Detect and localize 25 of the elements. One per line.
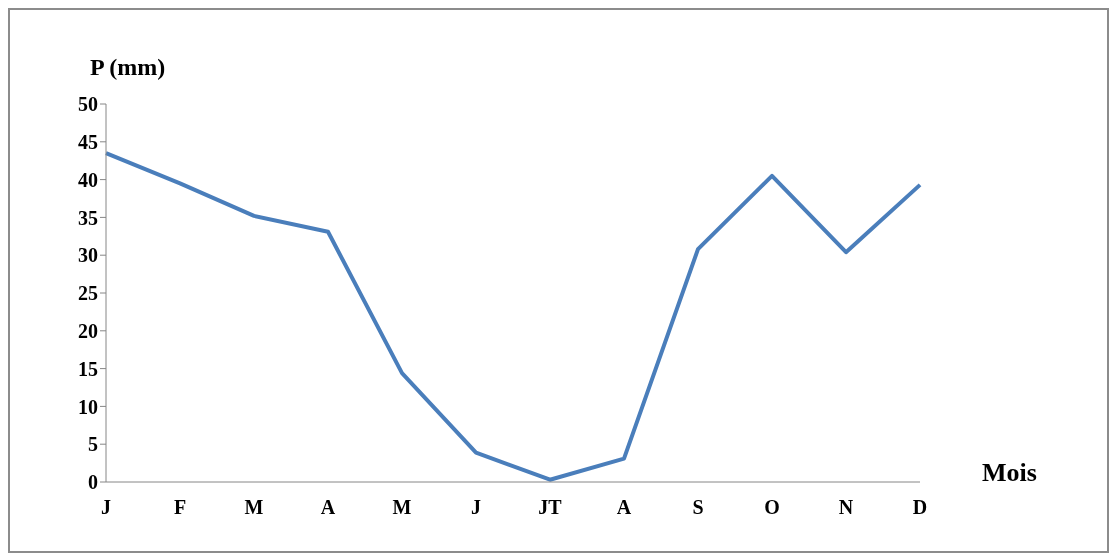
x-tick-label: M	[244, 496, 264, 519]
y-tick-label: 5	[88, 433, 98, 456]
y-tick-label: 25	[78, 282, 98, 305]
y-tick-label: 30	[78, 244, 98, 267]
x-tick-label: N	[838, 496, 854, 519]
y-tick-label: 0	[88, 471, 98, 494]
x-tick-label: A	[320, 496, 336, 519]
x-tick-label: M	[392, 496, 412, 519]
x-tick-label: J	[101, 496, 111, 519]
x-axis-title: Mois	[982, 458, 1037, 488]
y-tick-label: 10	[78, 395, 98, 418]
x-tick-label: S	[692, 496, 704, 519]
x-tick-label: D	[912, 496, 928, 519]
x-tick-label: O	[764, 496, 780, 519]
y-tick-label: 35	[78, 206, 98, 229]
y-axis-title: P (mm)	[90, 54, 166, 81]
y-tick-label: 40	[78, 168, 98, 191]
x-tick-label: JT	[538, 496, 563, 519]
x-tick-label: A	[616, 496, 632, 519]
y-tick-label: 20	[78, 319, 98, 342]
x-tick-label: F	[173, 496, 187, 519]
y-tick-label: 50	[78, 93, 98, 116]
y-tick-label: 15	[78, 357, 98, 380]
x-tick-label: J	[471, 496, 481, 519]
y-tick-label: 45	[78, 130, 98, 153]
